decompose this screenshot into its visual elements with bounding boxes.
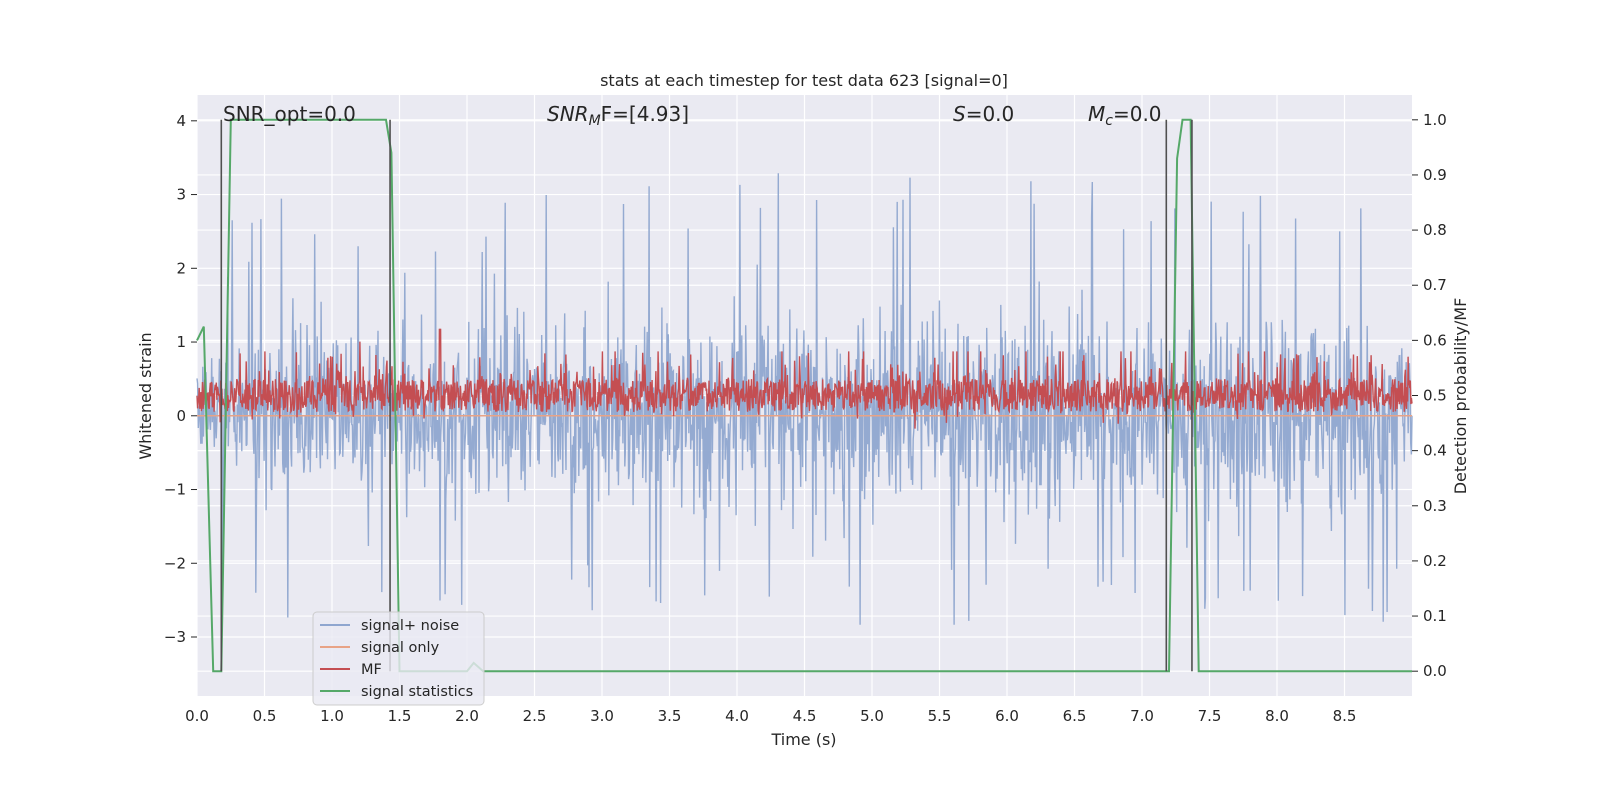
annotation-mc: Mc=0.0 [1088,102,1162,129]
series-mf [196,328,1413,429]
y-tick-label: −1 [164,481,186,499]
y-tick-label: 4 [176,112,186,130]
x-tick-label: 0.0 [185,707,209,725]
annotations: SNR_opt=0.0 SNRMF=[4.93] S=0.0 Mc=0.0 [223,102,1162,129]
x-tick-label: 4.0 [725,707,749,725]
annotation-s: S=0.0 [953,102,1014,126]
y-axis-title: Whitened strain [136,332,155,459]
y2-tick-label: 0.3 [1423,497,1447,515]
annotation-snr-mf: SNRMF=[4.93] [547,102,689,129]
y2-tick-label: 0.9 [1423,166,1447,184]
y2-tick-label: 0.4 [1423,442,1447,460]
x-tick-label: 8.5 [1333,707,1357,725]
x-tick-label: 7.5 [1198,707,1222,725]
legend: signal+ noise signal only MF signal stat… [312,611,485,706]
x-tick-label: 2.5 [523,707,547,725]
chart-title: stats at each timestep for test data 623… [600,71,1008,90]
y2-tick-label: 0.1 [1423,607,1447,625]
y2-tick-label: 0.5 [1423,387,1447,405]
x-tick-label: 8.0 [1265,707,1289,725]
legend-label-signal-statistics: signal statistics [361,684,473,700]
legend-label-signal-only: signal only [361,640,440,656]
legend-item-signal-statistics: signal statistics [320,684,473,700]
x-axis-title: Time (s) [770,730,836,749]
legend-label-signal-noise: signal+ noise [361,618,459,634]
y2-tick-label: 1.0 [1423,111,1447,129]
y-tick-label: −2 [164,554,186,572]
y2-tick-label: 0.2 [1423,552,1447,570]
legend-item-signal-noise: signal+ noise [320,618,459,634]
y-tick-label: 2 [176,259,186,277]
axis-ticks: 0.0 0.5 1.0 1.5 2.0 2.5 3.0 3.5 4.0 4.5 5.0 5.5 6.0 6… [164,111,1447,725]
legend-item-signal-only: signal only [320,640,440,656]
legend-box [312,611,485,706]
legend-item-mf: MF [320,662,382,678]
x-tick-label: 0.5 [253,707,277,725]
y2-tick-label: 0.6 [1423,331,1447,349]
x-tick-label: 4.5 [793,707,817,725]
y-tick-label: 0 [176,407,186,425]
annotation-snr-opt: SNR_opt=0.0 [223,102,356,126]
x-tick-label: 7.0 [1130,707,1154,725]
x-tick-label: 5.0 [860,707,884,725]
legend-label-mf: MF [361,662,382,678]
y2-tick-label: 0.8 [1423,221,1447,239]
y-tick-label: 3 [176,186,186,204]
x-tick-label: 2.0 [455,707,479,725]
x-tick-label: 3.0 [590,707,614,725]
x-tick-label: 1.5 [388,707,412,725]
y2-axis-title: Detection probability/MF [1451,298,1470,495]
x-tick-label: 6.0 [995,707,1019,725]
x-tick-label: 5.5 [928,707,952,725]
y2-tick-label: 0.0 [1423,662,1447,680]
x-tick-label: 3.5 [658,707,682,725]
x-tick-label: 1.0 [320,707,344,725]
series-signal-noise [196,173,1413,625]
y-tick-label: 1 [176,333,186,351]
y2-tick-label: 0.7 [1423,276,1447,294]
x-tick-label: 6.5 [1063,707,1087,725]
y-tick-label: −3 [164,628,186,646]
